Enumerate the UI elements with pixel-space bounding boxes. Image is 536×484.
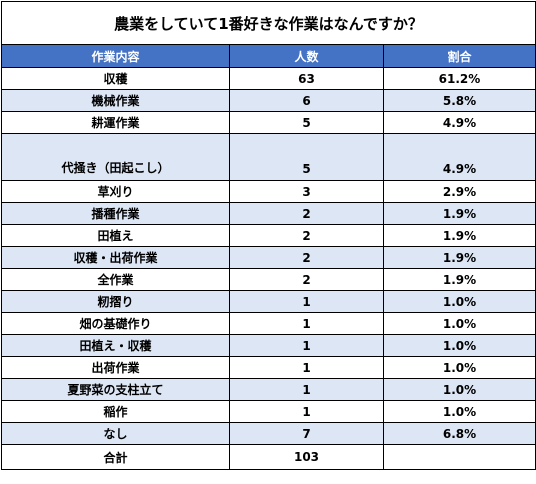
count-cell: 2 — [229, 224, 384, 247]
ratio-cell: 2.9% — [383, 180, 536, 203]
header-row: 作業内容 人数 割合 — [1, 44, 536, 68]
task-cell: 代掻き（田起こし） — [1, 133, 230, 181]
task-cell: 全作業 — [1, 268, 230, 291]
header-task: 作業内容 — [1, 44, 230, 68]
survey-results-table: 農業をしていて1番好きな作業はなんですか？ 作業内容 人数 割合 収穫 63 6… — [1, 1, 536, 470]
count-cell: 1 — [229, 400, 384, 423]
count-cell: 1 — [229, 356, 384, 379]
task-cell: なし — [1, 422, 230, 445]
table-row: 出荷作業 1 1.0% — [1, 356, 536, 379]
ratio-cell: 1.0% — [383, 334, 536, 357]
table-row: 籾摺り 1 1.0% — [1, 290, 536, 313]
count-cell: 1 — [229, 290, 384, 313]
count-cell: 5 — [229, 133, 384, 181]
total-row: 合計 103 — [1, 444, 536, 470]
total-label: 合計 — [1, 444, 230, 470]
task-cell: 機械作業 — [1, 89, 230, 112]
task-cell: 夏野菜の支柱立て — [1, 378, 230, 401]
ratio-cell: 4.9% — [383, 111, 536, 134]
count-cell: 1 — [229, 334, 384, 357]
ratio-cell: 1.0% — [383, 290, 536, 313]
count-cell: 63 — [229, 67, 384, 90]
table-row: 全作業 2 1.9% — [1, 268, 536, 291]
total-count: 103 — [229, 444, 384, 470]
table-row: 収穫 63 61.2% — [1, 67, 536, 90]
count-cell: 5 — [229, 111, 384, 134]
ratio-cell: 1.9% — [383, 268, 536, 291]
task-cell: 田植え — [1, 224, 230, 247]
ratio-cell: 1.0% — [383, 356, 536, 379]
count-cell: 2 — [229, 202, 384, 225]
table-row: 播種作業 2 1.9% — [1, 202, 536, 225]
table-row: 田植え 2 1.9% — [1, 224, 536, 247]
task-cell: 草刈り — [1, 180, 230, 203]
table-title: 農業をしていて1番好きな作業はなんですか？ — [1, 1, 536, 45]
table-row: なし 7 6.8% — [1, 422, 536, 445]
task-cell: 田植え・収穫 — [1, 334, 230, 357]
count-cell: 3 — [229, 180, 384, 203]
table-row: 機械作業 6 5.8% — [1, 89, 536, 112]
ratio-cell: 5.8% — [383, 89, 536, 112]
ratio-cell: 6.8% — [383, 422, 536, 445]
table-row: 草刈り 3 2.9% — [1, 180, 536, 203]
count-cell: 2 — [229, 268, 384, 291]
task-cell: 出荷作業 — [1, 356, 230, 379]
table-row: 畑の基礎作り 1 1.0% — [1, 312, 536, 335]
count-cell: 7 — [229, 422, 384, 445]
task-cell: 播種作業 — [1, 202, 230, 225]
count-cell: 2 — [229, 246, 384, 269]
task-cell: 耕運作業 — [1, 111, 230, 134]
table-row: 夏野菜の支柱立て 1 1.0% — [1, 378, 536, 401]
title-row: 農業をしていて1番好きな作業はなんですか？ — [1, 1, 536, 45]
ratio-cell: 1.9% — [383, 202, 536, 225]
ratio-cell: 61.2% — [383, 67, 536, 90]
table-row: 収穫・出荷作業 2 1.9% — [1, 246, 536, 269]
ratio-cell: 1.9% — [383, 224, 536, 247]
task-cell: 畑の基礎作り — [1, 312, 230, 335]
count-cell: 1 — [229, 378, 384, 401]
ratio-cell: 1.0% — [383, 400, 536, 423]
header-count: 人数 — [229, 44, 384, 68]
ratio-cell: 4.9% — [383, 133, 536, 181]
header-ratio: 割合 — [383, 44, 536, 68]
table-row: 代掻き（田起こし） 5 4.9% — [1, 133, 536, 181]
count-cell: 1 — [229, 312, 384, 335]
table-row: 稲作 1 1.0% — [1, 400, 536, 423]
task-cell: 籾摺り — [1, 290, 230, 313]
ratio-cell: 1.0% — [383, 378, 536, 401]
task-cell: 稲作 — [1, 400, 230, 423]
ratio-cell: 1.0% — [383, 312, 536, 335]
table-row: 耕運作業 5 4.9% — [1, 111, 536, 134]
table-row: 田植え・収穫 1 1.0% — [1, 334, 536, 357]
total-ratio — [383, 444, 536, 470]
task-cell: 収穫 — [1, 67, 230, 90]
count-cell: 6 — [229, 89, 384, 112]
ratio-cell: 1.9% — [383, 246, 536, 269]
task-cell: 収穫・出荷作業 — [1, 246, 230, 269]
